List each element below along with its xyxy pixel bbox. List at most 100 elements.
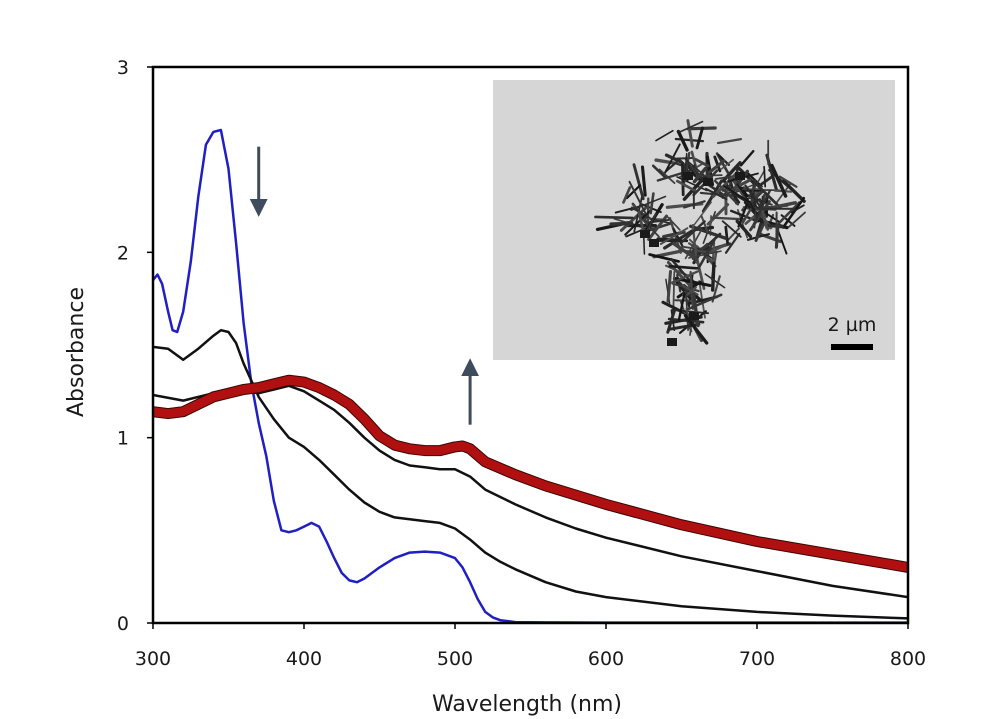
nanorod: [723, 185, 751, 204]
nanorod: [766, 223, 784, 229]
nanorod: [675, 179, 698, 193]
nanorod: [777, 201, 801, 225]
nanorod: [680, 220, 706, 244]
nanostructure-cluster: [594, 119, 806, 346]
nanorod: [664, 153, 683, 164]
x-tick-label: 500: [437, 648, 473, 670]
nanorod: [666, 270, 672, 303]
nanorod: [655, 129, 674, 142]
nanorod: [667, 216, 681, 231]
nanorod: [766, 201, 797, 211]
scale-bar: [831, 344, 873, 350]
nanorod: [649, 192, 655, 215]
nanorod: [672, 227, 684, 248]
nanorod: [622, 186, 632, 204]
nanorod: [681, 284, 699, 296]
scale-bar-label: 2 µm: [828, 314, 877, 336]
y-tick-label: 3: [117, 57, 129, 79]
nanorod: [632, 163, 645, 201]
y-axis-title: Absorbance: [64, 287, 89, 417]
nanorod: [619, 206, 648, 232]
series-line-intermediate: [153, 328, 908, 620]
particle: [735, 172, 745, 180]
nanorod: [672, 270, 676, 310]
nanorod: [624, 208, 653, 236]
nanorod: [711, 261, 716, 292]
nanorod: [700, 214, 709, 233]
nanorod: [754, 219, 767, 243]
nanorod: [628, 180, 647, 215]
plot-frame: [151, 65, 910, 625]
nanorod: [758, 174, 775, 187]
nanorod: [671, 308, 710, 315]
nanorod: [743, 200, 765, 224]
nanorod: [733, 178, 752, 190]
y-tick-label: 2: [117, 242, 129, 264]
nanorod: [711, 171, 739, 199]
nanorod: [637, 211, 645, 233]
particle: [703, 178, 713, 186]
nanorod: [713, 179, 740, 206]
nanorod: [677, 292, 686, 322]
nanorod: [651, 164, 667, 179]
nanorod: [716, 137, 743, 145]
nanorod: [692, 292, 700, 328]
nanorod: [686, 119, 694, 148]
x-tick-label: 600: [588, 648, 624, 670]
nanorod: [658, 168, 676, 185]
nanorod: [681, 161, 685, 197]
nanorod: [737, 204, 748, 228]
nanorod: [692, 166, 708, 184]
x-tick-label: 800: [890, 648, 926, 670]
nanorod: [630, 195, 667, 211]
x-tick-label: 700: [739, 648, 775, 670]
tem-inset: 2 µm: [493, 80, 895, 360]
particle: [649, 239, 659, 247]
nanorod: [720, 158, 735, 170]
nanorod: [704, 273, 726, 289]
nanorod: [778, 175, 798, 188]
y-tick-label: 1: [117, 428, 129, 450]
nanorod: [753, 206, 757, 229]
y-axis: 0 1 2 3: [117, 57, 153, 635]
nanorod: [695, 126, 704, 150]
nanorod: [724, 232, 741, 254]
nanorod: [724, 225, 729, 245]
nanorod: [682, 175, 707, 201]
nanorod: [711, 241, 716, 262]
nanorod: [752, 189, 772, 226]
nanorod: [790, 204, 805, 214]
nanorod: [713, 155, 722, 173]
nanorod: [781, 196, 806, 229]
nanorod: [710, 216, 746, 221]
nanorod: [640, 165, 647, 197]
nanorod: [726, 227, 741, 242]
nanorod: [721, 220, 742, 238]
series-layer: [153, 128, 908, 623]
series-line-final: [153, 375, 908, 572]
arrow-layer: [249, 146, 480, 425]
nanorod: [642, 219, 660, 238]
x-axis-title: Wavelength (nm): [432, 692, 622, 717]
nanorod: [647, 217, 667, 221]
nanorod: [672, 277, 693, 301]
x-tick-label: 300: [135, 648, 171, 670]
nanorod: [704, 187, 728, 201]
x-tick-label: 400: [286, 648, 322, 670]
nanorod: [736, 183, 759, 215]
nanorod: [781, 179, 806, 203]
nanorod: [659, 227, 689, 245]
nanorod: [656, 171, 685, 182]
series-line-intermediate: [153, 384, 908, 599]
nanorod: [697, 247, 713, 259]
particle: [683, 172, 693, 180]
nanorod: [690, 150, 699, 175]
nanorod: [670, 270, 700, 284]
particle: [667, 338, 677, 346]
nanorod: [683, 314, 709, 345]
nanorod: [609, 221, 634, 226]
nanorod: [770, 163, 788, 198]
nanorod: [731, 192, 750, 204]
nanorod: [672, 241, 699, 262]
nanorod: [774, 223, 780, 249]
